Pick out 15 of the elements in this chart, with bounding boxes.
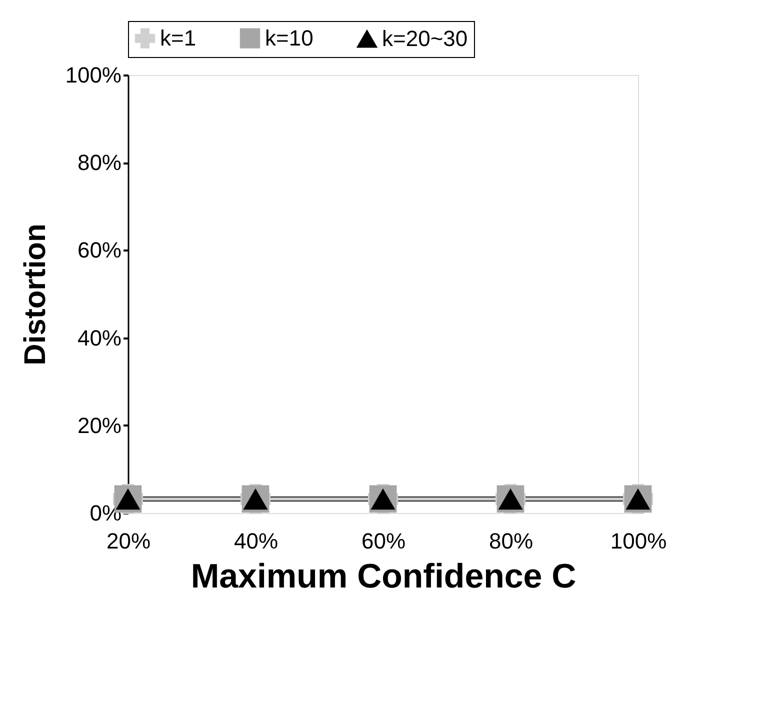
y-tick-label: 60% (77, 238, 122, 263)
x-tick-label: 40% (234, 528, 278, 554)
y-tick-label: 100% (65, 62, 122, 88)
x-axis-title: Maximum Confidence C (190, 558, 576, 596)
y-tick-label: 20% (77, 412, 122, 438)
x-tick-label: 100% (610, 528, 667, 554)
legend-label: k=20~30 (382, 26, 468, 51)
x-tick-label: 60% (361, 528, 406, 554)
legend-label: k=1 (160, 25, 196, 50)
legend-label: k=10 (265, 25, 314, 50)
x-tick-label: 80% (488, 528, 534, 554)
x-tick-label: 20% (106, 528, 151, 554)
y-tick-label: 40% (77, 325, 122, 350)
y-tick-label: 80% (77, 150, 122, 176)
y-axis-title: Distortion (19, 224, 52, 366)
